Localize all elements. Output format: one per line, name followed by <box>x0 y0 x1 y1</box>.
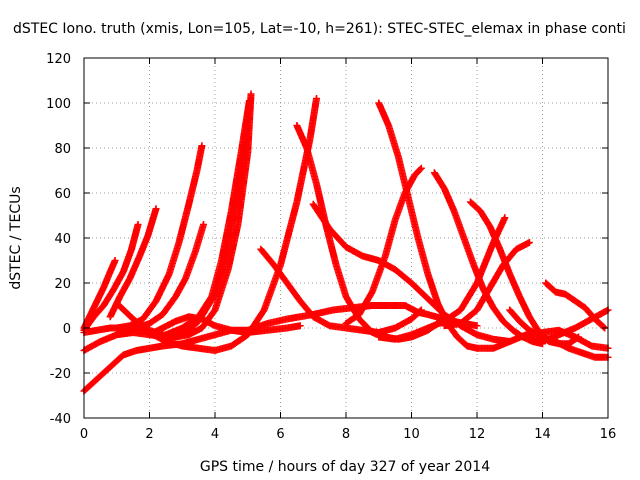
y-tick-label: 100 <box>46 97 71 112</box>
data-point <box>111 257 119 264</box>
chart-title: dSTEC Iono. truth (xmis, Lon=105, Lat=-1… <box>13 21 626 37</box>
series-2 <box>80 257 119 332</box>
data-point <box>313 95 321 102</box>
data-point <box>525 239 533 246</box>
y-tick-label: 120 <box>46 52 71 67</box>
y-tick-label: -40 <box>50 412 71 427</box>
y-tick-label: 60 <box>54 187 71 202</box>
series-markers <box>80 90 612 395</box>
y-tick-label: -20 <box>50 367 71 382</box>
series-1 <box>80 302 481 395</box>
y-tick-label: 40 <box>54 232 71 247</box>
x-tick-label: 8 <box>342 427 350 442</box>
axis-ticks: 0 2 4 6 8 10 12 14 16 -40 -20 0 20 40 60 80 100 120 <box>46 52 616 442</box>
series-20 <box>440 239 533 330</box>
data-point <box>245 99 253 107</box>
x-tick-label: 10 <box>403 427 420 442</box>
x-axis-label: GPS time / hours of day 327 of year 2014 <box>200 459 490 475</box>
y-tick-label: 0 <box>63 322 71 337</box>
series-22 <box>506 306 612 361</box>
series-4 <box>106 205 160 321</box>
data-point <box>473 322 481 330</box>
series-21 <box>473 326 612 352</box>
x-tick-label: 6 <box>276 427 284 442</box>
x-tick-label: 16 <box>600 427 617 442</box>
data-point <box>416 165 424 173</box>
series-10 <box>113 95 321 354</box>
data-point <box>417 164 425 172</box>
data-point <box>501 214 509 222</box>
series-5 <box>113 142 206 332</box>
y-axis-label: dSTEC / TECUs <box>8 186 24 289</box>
x-tick-label: 14 <box>534 427 551 442</box>
data-point <box>200 221 208 228</box>
y-tick-label: 20 <box>54 277 71 292</box>
series-23 <box>542 279 609 332</box>
x-tick-label: 2 <box>145 427 153 442</box>
data-point <box>198 142 206 150</box>
data-point <box>152 205 160 213</box>
data-point <box>600 323 608 331</box>
data-point <box>417 306 425 314</box>
series-11 <box>146 313 304 339</box>
data-point <box>416 307 424 315</box>
data-point <box>247 90 255 98</box>
x-tick-label: 12 <box>469 427 486 442</box>
series-9 <box>80 99 253 354</box>
y-tick-label: 80 <box>54 142 71 157</box>
data-point <box>296 322 304 330</box>
x-tick-label: 0 <box>80 427 88 442</box>
series-18 <box>375 214 509 343</box>
data-point <box>134 221 142 228</box>
x-tick-label: 4 <box>211 427 219 442</box>
grid <box>84 58 608 418</box>
